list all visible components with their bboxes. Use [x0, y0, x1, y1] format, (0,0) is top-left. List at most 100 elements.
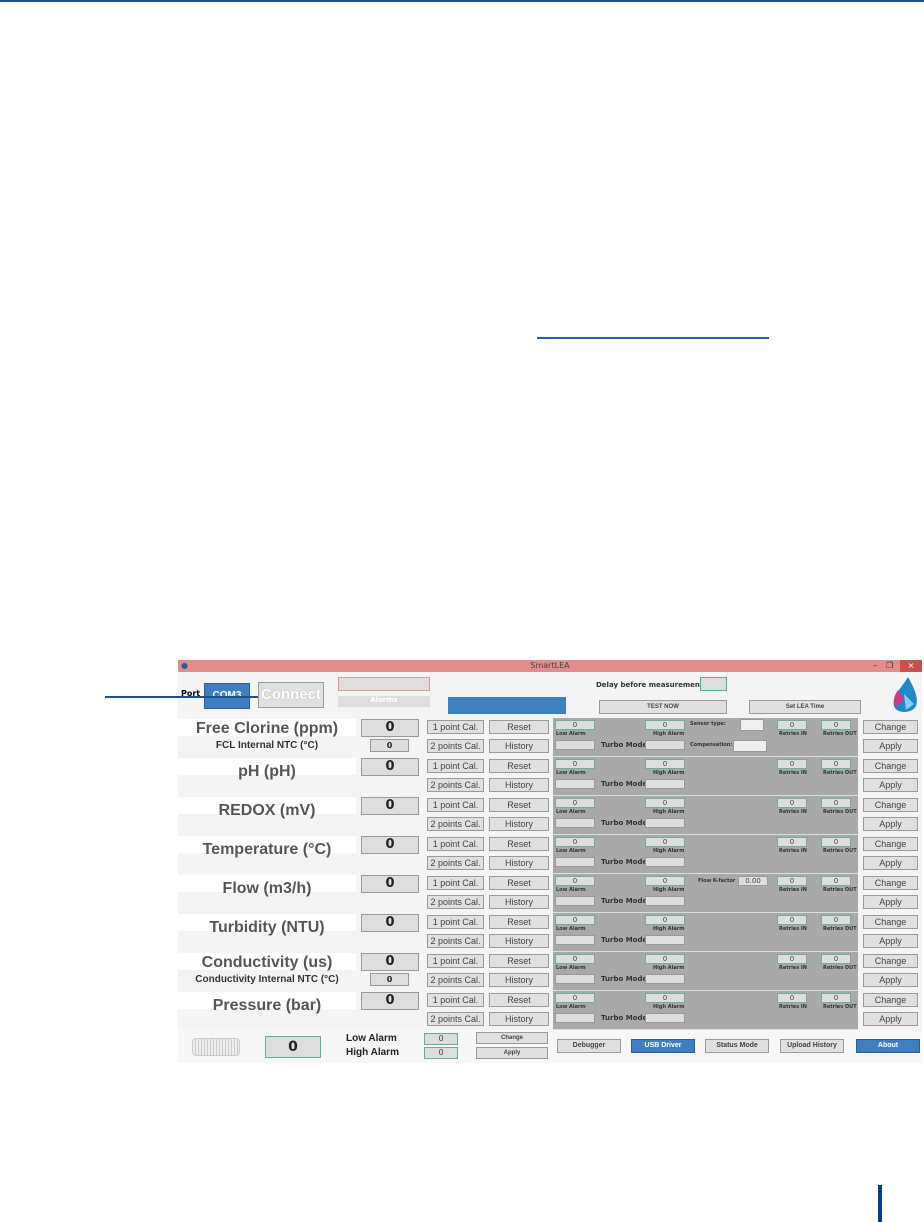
turbo-low-input[interactable]: [555, 974, 595, 984]
reset-button[interactable]: Reset: [489, 993, 549, 1007]
debugger-button[interactable]: Debugger: [557, 1039, 621, 1053]
apply-button[interactable]: Apply: [863, 856, 918, 870]
one-point-cal-button[interactable]: 1 point Cal.: [427, 759, 484, 773]
retries-out-input[interactable]: 0: [821, 954, 851, 964]
high-alarm-input[interactable]: 0: [645, 993, 685, 1003]
one-point-cal-button[interactable]: 1 point Cal.: [427, 720, 484, 734]
high-alarm-input[interactable]: 0: [645, 915, 685, 925]
retries-in-input[interactable]: 0: [777, 720, 807, 730]
turbo-low-input[interactable]: [555, 935, 595, 945]
turbo-low-input[interactable]: [555, 779, 595, 789]
change-button[interactable]: Change: [863, 759, 918, 773]
apply-button[interactable]: Apply: [863, 1012, 918, 1026]
retries-out-input[interactable]: 0: [821, 720, 851, 730]
about-button[interactable]: About: [856, 1039, 920, 1053]
history-button[interactable]: History: [489, 856, 549, 870]
restore-button[interactable]: ❐: [886, 661, 894, 670]
turbo-high-input[interactable]: [645, 974, 685, 984]
two-points-cal-button[interactable]: 2 points Cal.: [427, 1012, 484, 1026]
high-alarm-input[interactable]: 0: [645, 798, 685, 808]
retries-out-input[interactable]: 0: [821, 915, 851, 925]
one-point-cal-button[interactable]: 1 point Cal.: [427, 915, 484, 929]
apply-button[interactable]: Apply: [863, 973, 918, 987]
turbo-low-input[interactable]: [555, 857, 595, 867]
history-button[interactable]: History: [489, 934, 549, 948]
high-alarm-input[interactable]: 0: [645, 954, 685, 964]
high-alarm-input[interactable]: 0: [645, 837, 685, 847]
one-point-cal-button[interactable]: 1 point Cal.: [427, 798, 484, 812]
connect-button[interactable]: Connect: [258, 682, 324, 708]
turbo-low-input[interactable]: [555, 740, 595, 750]
high-alarm-input[interactable]: 0: [645, 720, 685, 730]
turbo-high-input[interactable]: [645, 935, 685, 945]
turbo-high-input[interactable]: [645, 857, 685, 867]
low-alarm-input[interactable]: 0: [555, 720, 595, 730]
retries-in-input[interactable]: 0: [777, 954, 807, 964]
reset-button[interactable]: Reset: [489, 915, 549, 929]
one-point-cal-button[interactable]: 1 point Cal.: [427, 954, 484, 968]
low-alarm-input[interactable]: 0: [555, 798, 595, 808]
apply-button[interactable]: Apply: [476, 1047, 548, 1059]
change-button[interactable]: Change: [863, 837, 918, 851]
low-alarm-input[interactable]: 0: [555, 915, 595, 925]
delay-input[interactable]: [700, 677, 727, 691]
apply-button[interactable]: Apply: [863, 739, 918, 753]
history-button[interactable]: History: [489, 817, 549, 831]
two-points-cal-button[interactable]: 2 points Cal.: [427, 739, 484, 753]
high-alarm-input[interactable]: 0: [424, 1047, 458, 1059]
two-points-cal-button[interactable]: 2 points Cal.: [427, 778, 484, 792]
two-points-cal-button[interactable]: 2 points Cal.: [427, 817, 484, 831]
reset-button[interactable]: Reset: [489, 837, 549, 851]
retries-out-input[interactable]: 0: [821, 837, 851, 847]
low-alarm-input[interactable]: 0: [555, 876, 595, 886]
apply-button[interactable]: Apply: [863, 895, 918, 909]
turbo-low-input[interactable]: [555, 896, 595, 906]
apply-button[interactable]: Apply: [863, 778, 918, 792]
history-button[interactable]: History: [489, 1012, 549, 1026]
reset-button[interactable]: Reset: [489, 954, 549, 968]
change-button[interactable]: Change: [863, 720, 918, 734]
retries-in-input[interactable]: 0: [777, 876, 807, 886]
turbo-low-input[interactable]: [555, 818, 595, 828]
turbo-high-input[interactable]: [645, 1013, 685, 1023]
flow-k-factor-input[interactable]: 0.00: [738, 876, 768, 886]
reset-button[interactable]: Reset: [489, 876, 549, 890]
reset-button[interactable]: Reset: [489, 798, 549, 812]
turbo-low-input[interactable]: [555, 1013, 595, 1023]
two-points-cal-button[interactable]: 2 points Cal.: [427, 856, 484, 870]
apply-button[interactable]: Apply: [863, 817, 918, 831]
history-button[interactable]: History: [489, 895, 549, 909]
turbo-high-input[interactable]: [645, 896, 685, 906]
two-points-cal-button[interactable]: 2 points Cal.: [427, 973, 484, 987]
reset-button[interactable]: Reset: [489, 720, 549, 734]
sensor-type-select[interactable]: [740, 719, 764, 731]
retries-out-input[interactable]: 0: [821, 993, 851, 1003]
test-now-button[interactable]: TEST NOW: [599, 700, 727, 714]
low-alarm-input[interactable]: 0: [555, 993, 595, 1003]
set-lea-time-button[interactable]: Set LEA Time: [749, 700, 861, 714]
apply-button[interactable]: Apply: [863, 934, 918, 948]
compensation-select[interactable]: [733, 740, 767, 752]
change-button[interactable]: Change: [863, 954, 918, 968]
retries-in-input[interactable]: 0: [777, 798, 807, 808]
low-alarm-input[interactable]: 0: [555, 954, 595, 964]
upload-history-button[interactable]: Upload History: [780, 1039, 844, 1053]
turbo-high-input[interactable]: [645, 779, 685, 789]
status-mode-button[interactable]: Status Mode: [705, 1039, 769, 1053]
retries-out-input[interactable]: 0: [821, 798, 851, 808]
close-button[interactable]: ×: [900, 660, 922, 672]
change-button[interactable]: Change: [863, 798, 918, 812]
history-button[interactable]: History: [489, 739, 549, 753]
change-button[interactable]: Change: [476, 1032, 548, 1044]
two-points-cal-button[interactable]: 2 points Cal.: [427, 895, 484, 909]
turbo-high-input[interactable]: [645, 740, 685, 750]
one-point-cal-button[interactable]: 1 point Cal.: [427, 993, 484, 1007]
low-alarm-input[interactable]: 0: [424, 1033, 458, 1045]
turbo-high-input[interactable]: [645, 818, 685, 828]
change-button[interactable]: Change: [863, 993, 918, 1007]
high-alarm-input[interactable]: 0: [645, 876, 685, 886]
two-points-cal-button[interactable]: 2 points Cal.: [427, 934, 484, 948]
history-button[interactable]: History: [489, 778, 549, 792]
reset-button[interactable]: Reset: [489, 759, 549, 773]
minimize-button[interactable]: –: [873, 661, 877, 670]
